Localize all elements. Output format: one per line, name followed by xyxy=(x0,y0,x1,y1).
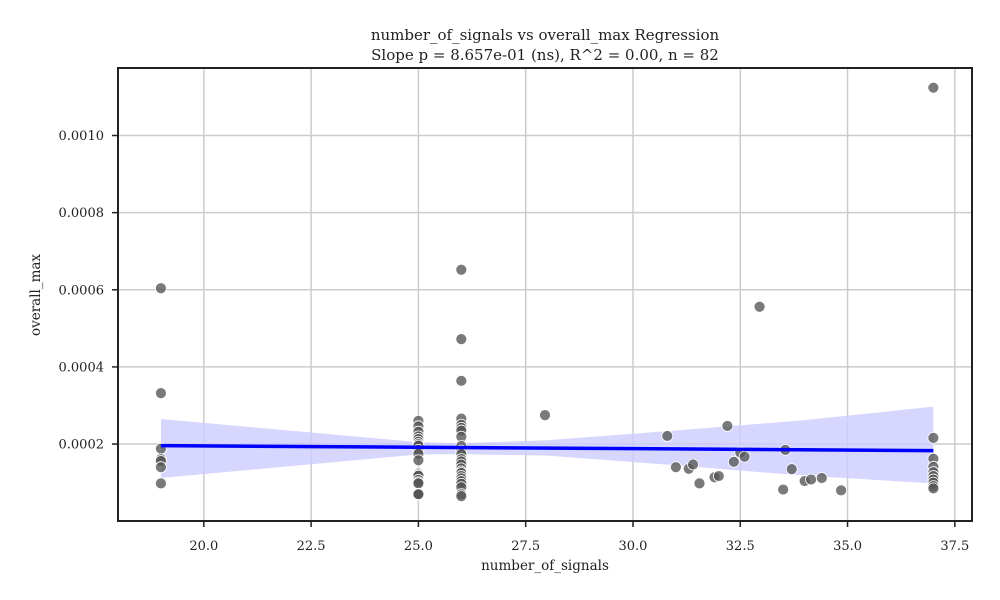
data-point xyxy=(155,477,167,490)
y-tick-label: 0.0002 xyxy=(59,438,105,453)
data-point xyxy=(155,387,167,400)
data-point xyxy=(753,300,766,313)
data-point xyxy=(687,458,699,471)
data-point xyxy=(669,461,682,474)
data-point xyxy=(693,477,706,490)
data-point xyxy=(805,473,817,486)
data-point xyxy=(155,461,167,474)
data-point xyxy=(455,263,468,276)
x-axis-label: number_of_signals xyxy=(481,558,609,574)
y-axis-label: overall_max xyxy=(28,254,44,336)
data-point xyxy=(455,374,468,387)
data-point xyxy=(412,454,425,467)
x-tick-label: 32.5 xyxy=(726,539,755,554)
x-tick-label: 25.0 xyxy=(404,539,433,554)
x-tick-label: 37.5 xyxy=(940,539,969,554)
data-point xyxy=(455,333,468,346)
regression-line-layer xyxy=(160,443,934,453)
data-point xyxy=(927,482,940,495)
data-point xyxy=(927,431,940,444)
y-tick-label: 0.0006 xyxy=(59,283,105,298)
data-point xyxy=(815,472,828,484)
data-point xyxy=(455,490,468,503)
data-point xyxy=(539,409,551,422)
data-point xyxy=(777,483,790,496)
plot-frame xyxy=(117,67,973,522)
data-point xyxy=(738,450,751,463)
ticks-layer: 20.0 22.5 25.0 27.5 30.0 32.5 35.0 37.5 0.0002 0.… xyxy=(59,129,970,554)
data-point xyxy=(785,463,798,476)
data-point xyxy=(661,430,674,442)
data-point xyxy=(927,81,940,94)
x-tick-label: 22.5 xyxy=(297,539,326,554)
chart-subtitle: Slope p = 8.657e-01 (ns), R^2 = 0.00, n … xyxy=(371,46,719,64)
confidence-band xyxy=(160,406,934,484)
regression-line xyxy=(160,443,934,453)
confidence-band-layer xyxy=(160,406,934,484)
data-point xyxy=(712,470,725,482)
data-point xyxy=(155,282,167,295)
data-point xyxy=(412,488,425,501)
y-tick-label: 0.0008 xyxy=(59,206,105,221)
data-point xyxy=(721,420,734,432)
data-point xyxy=(727,455,740,468)
x-tick-label: 27.5 xyxy=(511,539,540,554)
x-tick-label: 30.0 xyxy=(618,539,647,554)
chart-title: number_of_signals vs overall_max Regress… xyxy=(371,26,720,44)
data-point xyxy=(835,484,848,497)
y-tick-label: 0.0010 xyxy=(59,129,105,144)
y-tick-label: 0.0004 xyxy=(59,360,105,375)
data-point xyxy=(412,477,425,490)
x-tick-label: 35.0 xyxy=(833,539,862,554)
x-tick-label: 20.0 xyxy=(189,539,218,554)
